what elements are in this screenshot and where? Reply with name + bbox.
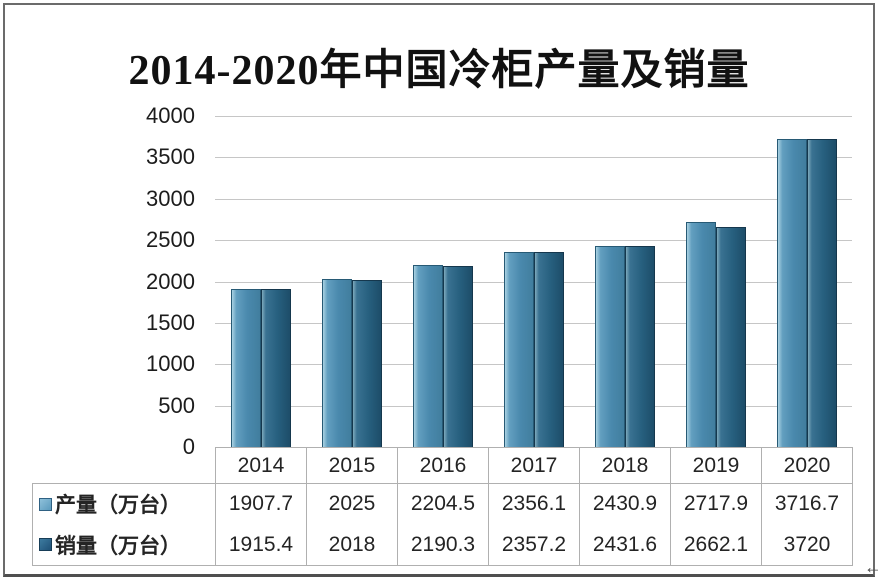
legend-label-sales: 销量（万台） [55, 534, 181, 558]
bar-sales-2016 [442, 265, 473, 447]
value-production-2015: 2025 [306, 483, 398, 525]
bar-production-2015 [321, 279, 352, 447]
gridline-4000 [215, 116, 852, 117]
bar-group-2018 [579, 116, 670, 447]
y-tick-label-0: 0 [182, 434, 195, 459]
legend-cell-production: 产量（万台） [32, 483, 216, 525]
gridline-3000 [215, 198, 852, 200]
bar-group-2015 [306, 116, 397, 447]
bar-production-2016 [412, 264, 443, 447]
legend-cell-sales: 销量（万台） [32, 524, 216, 566]
bar-production-2014 [230, 289, 261, 447]
y-tick-label-3000: 3000 [146, 185, 195, 211]
bar-sales-2017 [533, 251, 564, 447]
bar-production-2020 [776, 139, 807, 447]
legend-label-production: 产量（万台） [55, 494, 181, 517]
value-sales-2014: 1915.4 [215, 524, 307, 566]
bar-group-2020 [761, 116, 852, 447]
value-production-2016: 2204.5 [397, 483, 489, 525]
plot-area [215, 116, 852, 447]
y-tick-label-1500: 1500 [146, 309, 195, 335]
legend-swatch-sales [39, 538, 52, 551]
bar-group-2017 [488, 116, 579, 447]
gridline-3500 [215, 157, 852, 159]
value-production-2019: 2717.9 [670, 483, 762, 525]
table-year-header-row: 2014 2015 2016 2017 2018 2019 2020 [215, 447, 853, 484]
legend-swatch-production [39, 497, 52, 511]
value-production-2014: 1907.7 [215, 483, 307, 525]
bar-sales-2014 [260, 288, 291, 447]
year-header-2014: 2014 [215, 447, 307, 484]
bar-sales-2020 [806, 139, 837, 447]
year-header-2017: 2017 [488, 447, 580, 484]
table-row-production: 产量（万台） 1907.7 2025 2204.5 2356.1 2430.9 2717.9… [32, 483, 853, 525]
y-tick-label-500: 500 [158, 392, 195, 418]
bar-sales-2015 [351, 280, 382, 447]
year-header-2020: 2020 [761, 447, 853, 484]
bar-group-2019 [670, 116, 761, 447]
value-sales-2019: 2662.1 [670, 524, 762, 566]
bar-production-2017 [503, 252, 534, 447]
value-sales-2017: 2357.2 [488, 524, 580, 566]
year-header-2019: 2019 [670, 447, 762, 484]
year-header-2018: 2018 [579, 447, 671, 484]
value-sales-2016: 2190.3 [397, 524, 489, 566]
gridline-2500 [215, 240, 852, 242]
bar-sales-2019 [715, 226, 746, 447]
value-sales-2015: 2018 [306, 524, 398, 566]
y-tick-label-1000: 1000 [146, 351, 195, 377]
arrow-left-icon: ← [864, 557, 878, 577]
bar-sales-2018 [624, 245, 655, 447]
value-sales-2020: 3720 [761, 524, 853, 566]
value-production-2020: 3716.7 [761, 483, 853, 525]
y-tick-label-2500: 2500 [146, 227, 195, 253]
value-production-2017: 2356.1 [488, 483, 580, 525]
year-header-2016: 2016 [397, 447, 489, 484]
y-axis: 4000 3500 3000 2500 2000 1500 1000 500 0 [90, 104, 195, 459]
value-sales-2018: 2431.6 [579, 524, 671, 566]
bar-production-2019 [685, 222, 716, 447]
bar-group-2016 [397, 116, 488, 447]
y-tick-label-3500: 3500 [146, 144, 195, 170]
table-row-sales: 销量（万台） 1915.4 2018 2190.3 2357.2 2431.6 2662.1… [32, 524, 853, 566]
y-tick-label-4000: 4000 [146, 103, 195, 128]
bar-production-2018 [594, 245, 625, 447]
year-header-2015: 2015 [306, 447, 398, 484]
value-production-2018: 2430.9 [579, 483, 671, 525]
chart-title: 2014-2020年中国冷柜产量及销量 [128, 48, 750, 94]
y-tick-label-2000: 2000 [146, 268, 195, 294]
bar-group-2014 [215, 116, 306, 447]
